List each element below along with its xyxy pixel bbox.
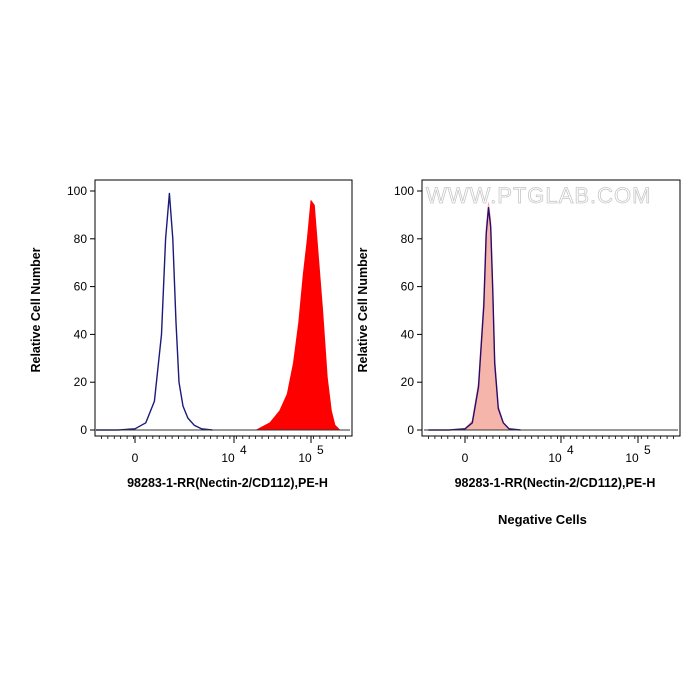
x-tick-exponent: 4: [240, 443, 247, 457]
chart-right: 0 20 40 60 80 100 Relative Cell Number 0 10 4 10 5 9…: [356, 179, 681, 490]
x-tick-exponent: 5: [644, 443, 651, 457]
x-tick-label: 10: [625, 451, 639, 465]
y-tick-label: 60: [74, 280, 88, 294]
y-tick-label: 0: [80, 423, 87, 437]
series-1-outline-histogram: [428, 207, 521, 431]
y-axis-title: Relative Cell Number: [356, 247, 370, 372]
y-tick-label: 20: [74, 375, 88, 389]
x-tick-label: 0: [462, 451, 469, 465]
series-0-filled-histogram: [427, 202, 521, 431]
watermark-text: WWW.PTGLAB.COM: [426, 183, 652, 209]
y-tick-label: 20: [401, 375, 415, 389]
y-tick-label: 0: [407, 423, 414, 437]
plot-frame: [421, 179, 681, 437]
y-tick-label: 80: [74, 232, 88, 246]
series-1-filled-histogram: [256, 200, 341, 431]
y-axis-title: Relative Cell Number: [29, 247, 43, 372]
negative-cells-caption: Negative Cells: [498, 512, 587, 527]
y-tick-label: 40: [401, 327, 415, 341]
x-tick-exponent: 5: [317, 443, 324, 457]
x-tick-label: 0: [132, 451, 139, 465]
x-tick-label: 10: [298, 451, 312, 465]
y-tick-label: 80: [401, 232, 415, 246]
x-axis-title: 98283-1-RR(Nectin-2/CD112),PE-H: [127, 476, 328, 490]
y-tick-label: 60: [401, 280, 415, 294]
chart-left: 0 20 40 60 80 100 Relative Cell Number 0 10 4 10 5 9…: [29, 179, 353, 490]
y-tick-label: 100: [394, 184, 414, 198]
series-0-outline-histogram: [96, 192, 213, 431]
y-tick-label: 100: [67, 184, 87, 198]
y-tick-label: 40: [74, 327, 88, 341]
x-tick-label: 10: [221, 451, 235, 465]
x-tick-label: 10: [548, 451, 562, 465]
x-tick-exponent: 4: [567, 443, 574, 457]
x-axis-title: 98283-1-RR(Nectin-2/CD112),PE-H: [455, 476, 656, 490]
